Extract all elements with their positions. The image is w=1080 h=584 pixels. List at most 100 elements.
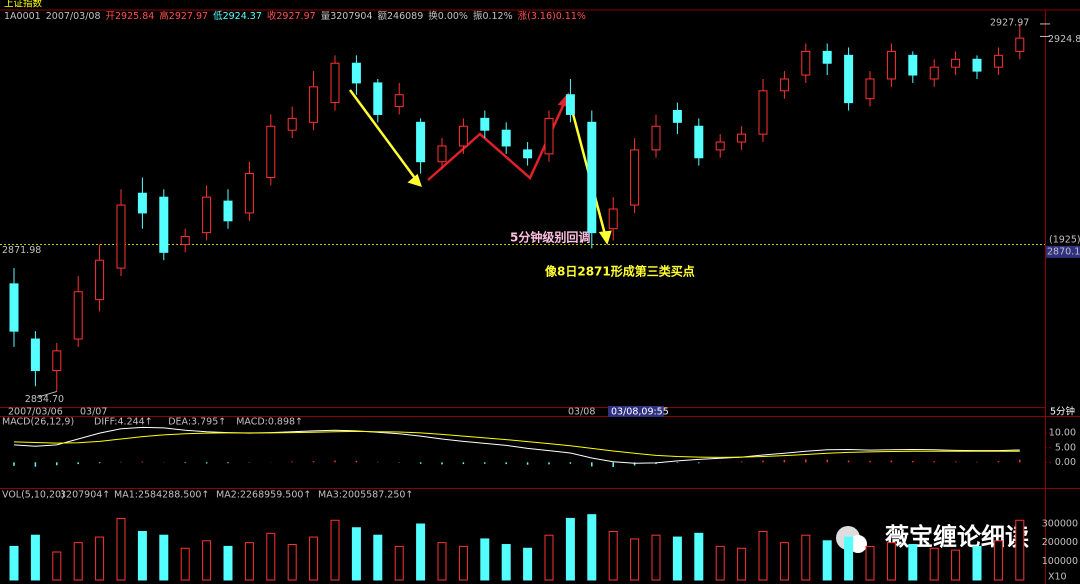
candle-body <box>951 58 961 68</box>
watermark: 薇宝缠论细读 <box>885 523 1029 551</box>
volume-bar <box>416 523 426 581</box>
volume-bar <box>779 542 789 581</box>
period-label: 5分钟 <box>1050 406 1075 418</box>
low-label: 2834.70 <box>25 394 64 405</box>
info-item: 开2925.84 <box>106 11 155 22</box>
candle-body <box>630 149 640 206</box>
candle-body <box>908 54 918 76</box>
candle-body <box>416 121 426 163</box>
candle-body <box>565 94 575 115</box>
info-item: 换0.00% <box>428 10 468 22</box>
annotation: 5分钟级别回调 <box>510 230 590 245</box>
candle-body <box>779 78 789 92</box>
volume-bar <box>544 534 554 581</box>
candle-body <box>694 125 704 159</box>
candle-body <box>95 259 105 301</box>
candle-body <box>180 236 190 245</box>
volume-bar <box>180 547 190 581</box>
volume-bar <box>437 542 447 581</box>
info-item: 振0.12% <box>473 10 513 22</box>
volume-bar <box>480 538 490 581</box>
volume-bar <box>9 545 19 581</box>
price-label: 2924.8 <box>1048 34 1080 45</box>
date-label: 2007/03/06 <box>8 407 63 418</box>
volume-bar <box>929 547 939 581</box>
info-item: 2007/03/08 <box>46 11 101 22</box>
candle-body <box>309 86 319 123</box>
annotation: 像8日2871形成第三类买点 <box>545 264 695 279</box>
title: 上证指数 <box>4 0 43 10</box>
volume-bar <box>822 540 832 581</box>
candle-body <box>480 117 490 131</box>
volume-bar <box>501 544 511 581</box>
info-item: 额246089 <box>378 10 424 22</box>
volume-bar <box>908 544 918 581</box>
low-marker <box>36 390 57 398</box>
macd-line <box>13 430 1020 458</box>
legend-item: 3207904↑ <box>60 490 110 501</box>
candle-body <box>972 58 982 72</box>
candle-body <box>1015 37 1025 52</box>
volume-bar <box>309 536 319 581</box>
legend-item: MA2:2268959.500↑ <box>216 490 311 501</box>
volume-bar <box>137 530 147 581</box>
candle-body <box>608 208 618 230</box>
candle-body <box>202 196 212 234</box>
volume-bar <box>223 545 233 581</box>
volume-bar <box>351 527 361 581</box>
volume-bar <box>758 530 768 581</box>
panel-title: MACD(26,12,9) <box>2 417 74 428</box>
cursor-count: (1925) <box>1049 234 1080 245</box>
candle-body <box>523 149 533 159</box>
cursor-box <box>1046 245 1080 258</box>
volume-bar <box>951 549 961 581</box>
y-tick-label: 5.00 <box>1055 442 1076 453</box>
volume-bar <box>694 532 704 581</box>
volume-bar <box>651 534 661 581</box>
volume-bar <box>266 532 276 581</box>
candle-body <box>437 145 447 163</box>
y-tick-label: 0.00 <box>1055 457 1076 468</box>
volume-bar <box>886 542 896 581</box>
date-label: 03/08,09:55 <box>611 407 669 418</box>
volume-bar <box>287 544 297 581</box>
volume-bar <box>993 540 1003 581</box>
volume-bar <box>116 517 126 581</box>
candle-body <box>266 125 276 178</box>
candle-body <box>715 141 725 151</box>
y-tick-label: 300000 <box>1042 519 1078 530</box>
y-tick-label: 100000 <box>1042 556 1078 567</box>
volume-bar <box>1015 519 1025 581</box>
unit-label: X10 <box>1048 572 1067 583</box>
candle-body <box>73 291 83 340</box>
candle-body <box>886 50 896 80</box>
candle-body <box>993 54 1003 68</box>
volume-bar <box>844 536 854 581</box>
candle-body <box>351 62 361 84</box>
candle-body <box>672 110 682 123</box>
info-item: 高2927.97 <box>159 10 208 22</box>
legend-item: DIFF:4.244↑ <box>94 417 153 428</box>
volume-bar <box>801 534 811 581</box>
volume-bar <box>458 545 468 581</box>
info-item: 涨(3.16)0.11% <box>518 11 586 22</box>
candle-body <box>373 82 383 115</box>
volume-bar <box>95 536 105 581</box>
candle-body <box>159 196 169 253</box>
candle-body <box>737 133 747 143</box>
candle-body <box>458 125 468 147</box>
candle-body <box>52 350 62 372</box>
candle-body <box>651 125 661 151</box>
volume-bar <box>587 514 597 581</box>
info-item: 低2924.37 <box>213 10 262 22</box>
candle-body <box>30 338 40 372</box>
cursor-date-box <box>608 406 664 417</box>
volume-bar <box>565 517 575 581</box>
volume-bar <box>523 547 533 581</box>
candle-body <box>287 117 297 131</box>
candle-body <box>501 129 511 147</box>
legend-item: DEA:3.795↑ <box>168 417 226 428</box>
candle-body <box>330 62 340 104</box>
info-item: 量3207904 <box>321 11 373 22</box>
